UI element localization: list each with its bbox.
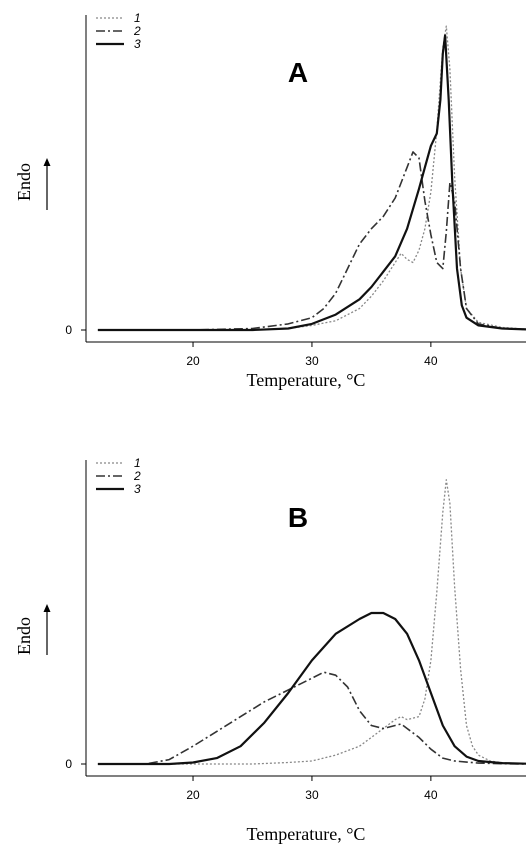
panel-label: A bbox=[288, 57, 308, 88]
legend-label-3: 3 bbox=[134, 37, 141, 51]
chart-panel-b: 20 30 40 0 123 B Temperature, °C Endo bbox=[14, 456, 526, 844]
x-tick-label: 30 bbox=[305, 354, 319, 368]
x-tick-label: 40 bbox=[424, 788, 438, 802]
series-line-2 bbox=[97, 671, 526, 765]
legend-label-1: 1 bbox=[134, 456, 141, 470]
legend-label-3: 3 bbox=[134, 482, 141, 496]
x-tick-label: 20 bbox=[186, 788, 200, 802]
legend-label-2: 2 bbox=[133, 469, 141, 483]
x-tick-label: 40 bbox=[424, 354, 438, 368]
series-line-1 bbox=[97, 479, 526, 765]
x-tick-label: 20 bbox=[186, 354, 200, 368]
series-line-3 bbox=[97, 34, 526, 332]
y-axis-title: Endo bbox=[14, 163, 34, 201]
y-arrow-head bbox=[43, 158, 51, 166]
y-tick-label: 0 bbox=[65, 757, 72, 771]
series-line-2 bbox=[97, 151, 526, 331]
panel-label: B bbox=[288, 502, 308, 533]
y-axis-title: Endo bbox=[14, 617, 34, 655]
x-axis-title: Temperature, °C bbox=[247, 370, 366, 390]
chart-panel-a: 20 30 40 0 123 A Temperature, °C Endo bbox=[14, 11, 526, 390]
x-axis-title: Temperature, °C bbox=[247, 824, 366, 844]
y-tick-label: 0 bbox=[65, 323, 72, 337]
y-arrow-head bbox=[43, 604, 51, 612]
series-line-1 bbox=[97, 25, 526, 331]
legend-label-1: 1 bbox=[134, 11, 141, 25]
series-line-3 bbox=[97, 611, 526, 766]
legend-label-2: 2 bbox=[133, 24, 141, 38]
x-tick-label: 30 bbox=[305, 788, 319, 802]
